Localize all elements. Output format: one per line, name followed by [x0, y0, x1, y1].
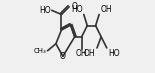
Text: O: O: [60, 52, 66, 61]
Text: OH: OH: [84, 49, 96, 58]
Text: OH: OH: [76, 49, 87, 58]
Text: HO: HO: [108, 49, 120, 58]
Text: O: O: [71, 2, 77, 11]
Text: OH: OH: [100, 5, 112, 14]
Text: HO: HO: [71, 5, 82, 14]
Text: HO: HO: [39, 6, 51, 15]
Text: CH₃: CH₃: [34, 48, 47, 54]
